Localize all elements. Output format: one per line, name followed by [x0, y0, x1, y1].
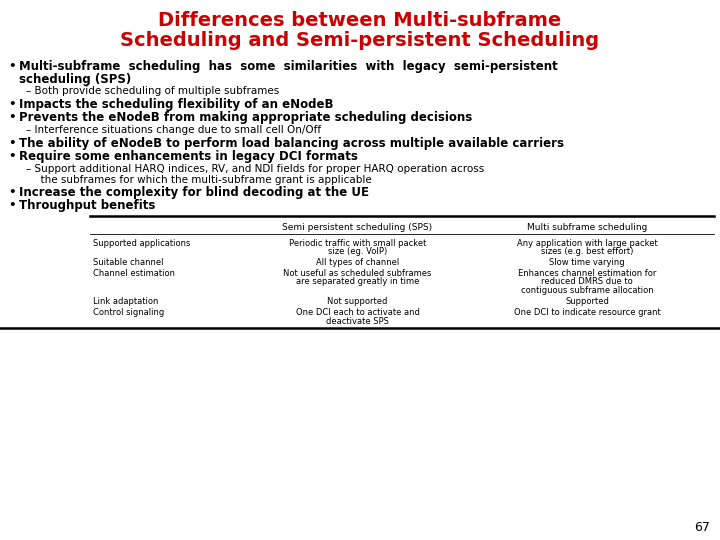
Text: The ability of eNodeB to perform load balancing across multiple available carrie: The ability of eNodeB to perform load ba… [19, 137, 564, 150]
Text: Multi-subframe  scheduling  has  some  similarities  with  legacy  semi-persiste: Multi-subframe scheduling has some simil… [19, 60, 558, 73]
Text: •: • [8, 137, 16, 150]
Text: All types of channel: All types of channel [316, 258, 399, 267]
Text: Impacts the scheduling flexibility of an eNodeB: Impacts the scheduling flexibility of an… [19, 98, 333, 111]
Text: Control signaling: Control signaling [93, 308, 164, 317]
Text: Require some enhancements in legacy DCI formats: Require some enhancements in legacy DCI … [19, 150, 358, 163]
Text: Suitable channel: Suitable channel [93, 258, 163, 267]
Text: One DCI each to activate and: One DCI each to activate and [296, 308, 420, 317]
Text: Differences between Multi-subframe: Differences between Multi-subframe [158, 10, 562, 30]
Text: – Interference situations change due to small cell On/Off: – Interference situations change due to … [26, 125, 321, 135]
Text: •: • [8, 199, 16, 213]
Text: Scheduling and Semi-persistent Scheduling: Scheduling and Semi-persistent Schedulin… [120, 30, 600, 50]
Text: •: • [8, 186, 16, 199]
Text: – Both provide scheduling of multiple subframes: – Both provide scheduling of multiple su… [26, 86, 279, 97]
Text: 67: 67 [694, 521, 710, 534]
Text: Enhances channel estimation for: Enhances channel estimation for [518, 269, 656, 278]
Text: scheduling (SPS): scheduling (SPS) [19, 73, 131, 86]
Text: Not supported: Not supported [328, 297, 387, 306]
Text: the subframes for which the multi-subframe grant is applicable: the subframes for which the multi-subfra… [34, 175, 372, 185]
Text: Slow time varying: Slow time varying [549, 258, 625, 267]
Text: •: • [8, 150, 16, 163]
Text: Periodic traffic with small packet: Periodic traffic with small packet [289, 239, 426, 248]
Text: Prevents the eNodeB from making appropriate scheduling decisions: Prevents the eNodeB from making appropri… [19, 111, 472, 125]
Text: Throughput benefits: Throughput benefits [19, 199, 156, 213]
Text: •: • [8, 60, 16, 73]
Text: Semi persistent scheduling (SPS): Semi persistent scheduling (SPS) [282, 223, 433, 232]
Text: Supported: Supported [565, 297, 609, 306]
Text: deactivate SPS: deactivate SPS [326, 316, 389, 326]
Text: are separated greatly in time: are separated greatly in time [296, 278, 419, 287]
Text: •: • [8, 98, 16, 111]
Text: Link adaptation: Link adaptation [93, 297, 158, 306]
Text: contiguous subframe allocation: contiguous subframe allocation [521, 286, 653, 295]
Text: – Support additional HARQ indices, RV, and NDI fields for proper HARQ operation : – Support additional HARQ indices, RV, a… [26, 164, 485, 173]
Text: sizes (e.g. best effort): sizes (e.g. best effort) [541, 247, 633, 256]
Text: Supported applications: Supported applications [93, 239, 190, 248]
Text: •: • [8, 111, 16, 125]
Text: Any application with large packet: Any application with large packet [517, 239, 657, 248]
Text: size (eg. VoIP): size (eg. VoIP) [328, 247, 387, 256]
Text: Not useful as scheduled subframes: Not useful as scheduled subframes [283, 269, 432, 278]
Text: Increase the complexity for blind decoding at the UE: Increase the complexity for blind decodi… [19, 186, 369, 199]
Text: reduced DMRS due to: reduced DMRS due to [541, 278, 633, 287]
Text: Multi subframe scheduling: Multi subframe scheduling [527, 223, 647, 232]
Text: Channel estimation: Channel estimation [93, 269, 175, 278]
Text: One DCI to indicate resource grant: One DCI to indicate resource grant [513, 308, 660, 317]
